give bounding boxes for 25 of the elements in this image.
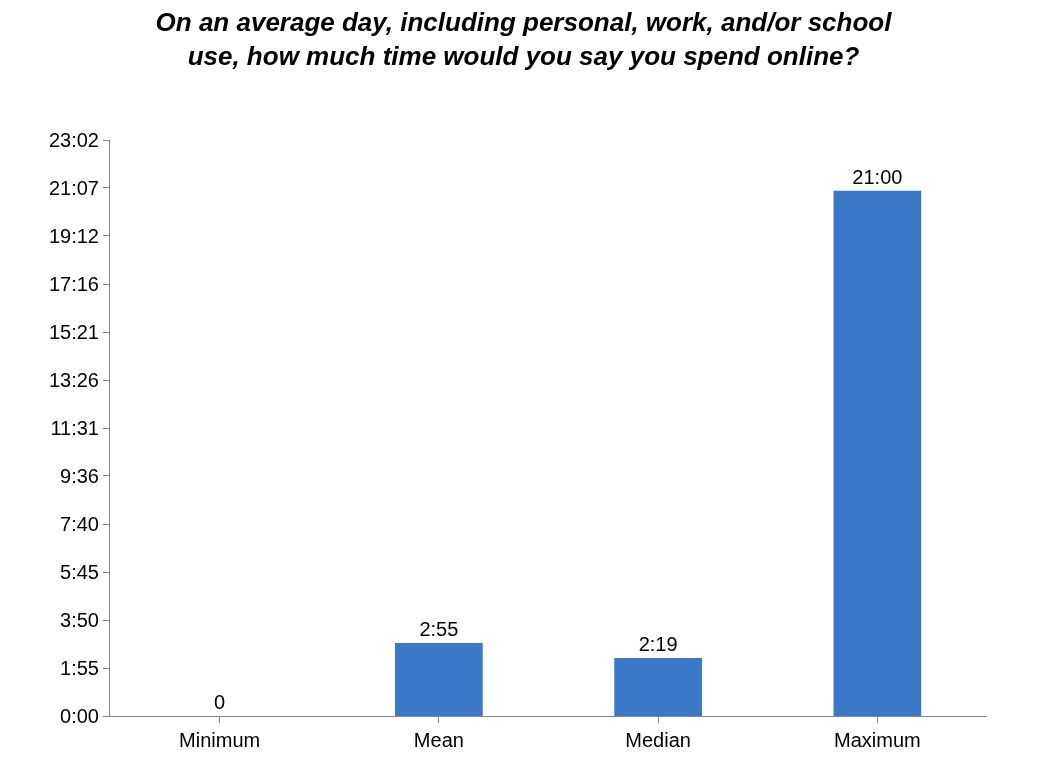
chart-title: On an average day, including personal, work, and/or school use, how much time would you say you spend online? <box>155 7 893 71</box>
y-tick-label: 7:40 <box>60 513 99 536</box>
y-tick-label: 17:16 <box>48 273 99 296</box>
x-tick-label: Minimum <box>179 729 261 751</box>
bar <box>614 658 702 716</box>
y-tick-label: 21:07 <box>48 176 99 199</box>
x-tick-label: Mean <box>413 729 464 751</box>
y-tick-label: 9:36 <box>60 464 99 487</box>
y-tick-label: 3:50 <box>60 609 99 632</box>
y-tick-label: 15:21 <box>48 321 99 344</box>
y-tick-label: 19:12 <box>48 224 99 247</box>
data-label: 0 <box>214 691 226 713</box>
bar <box>395 643 483 716</box>
bar <box>833 190 922 716</box>
y-tick-label: 23:02 <box>48 129 99 151</box>
x-tick-label: Median <box>625 729 691 751</box>
y-tick-label: 13:26 <box>48 369 99 392</box>
y-tick-label: 0:00 <box>60 705 99 727</box>
y-tick-label: 1:55 <box>60 657 99 680</box>
y-tick-label: 11:31 <box>50 417 99 439</box>
data-label: 21:00 <box>852 165 903 188</box>
x-tick-label: Maximum <box>834 729 921 751</box>
data-label: 2:19 <box>638 633 678 656</box>
data-label: 2:55 <box>419 618 459 641</box>
y-tick-label: 5:45 <box>60 561 99 584</box>
